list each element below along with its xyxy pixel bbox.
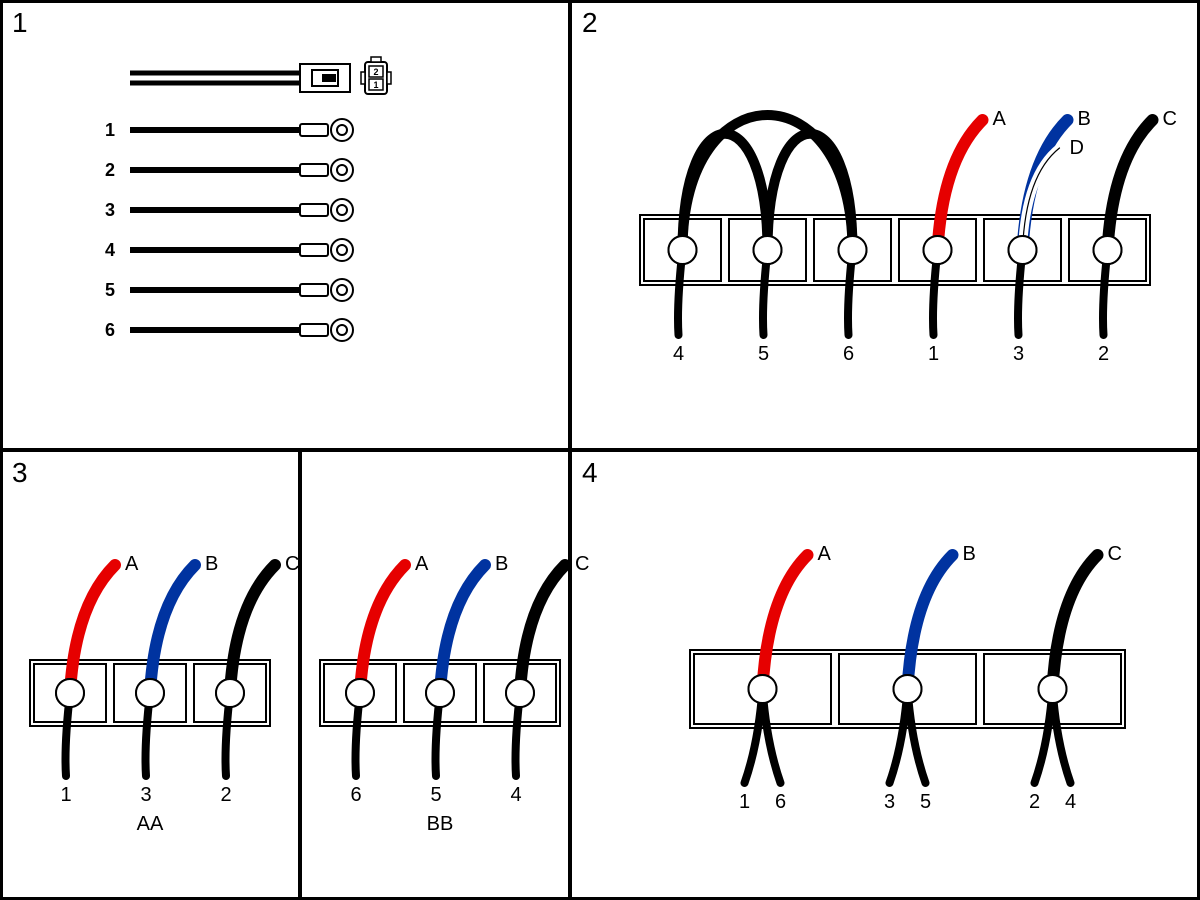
panel-3-num: 3 <box>12 457 28 488</box>
terminal-block: A B C 1 3 2 <box>30 553 299 806</box>
svg-text:1: 1 <box>373 80 378 90</box>
wire-label: B <box>1078 108 1091 130</box>
wire-num: 3 <box>1013 343 1024 365</box>
wire-num: 6 <box>350 784 361 806</box>
wire-num: 1 <box>739 791 750 813</box>
wire-label: A <box>993 108 1007 130</box>
wire-label: C <box>1163 108 1177 130</box>
wire-num: 5 <box>105 280 115 300</box>
wire-num: 5 <box>430 784 441 806</box>
wire-num: 3 <box>884 791 895 813</box>
wire-num: 1 <box>60 784 71 806</box>
wire-label: C <box>1108 543 1122 565</box>
wire-num: 4 <box>673 343 684 365</box>
wire-num: 2 <box>220 784 231 806</box>
wire-num: 4 <box>510 784 521 806</box>
wire-label: B <box>963 543 976 565</box>
wire-num: 4 <box>105 240 115 260</box>
wire-label: A <box>125 553 139 575</box>
wire-num: 1 <box>105 120 115 140</box>
wire-num: 5 <box>920 791 931 813</box>
wiring-diagram: 123421123456ABDC456132ABC132AAABC654BBAB… <box>0 0 1200 900</box>
wire-num: 1 <box>928 343 939 365</box>
wire-num: 4 <box>1065 791 1076 813</box>
wire-num: 2 <box>1098 343 1109 365</box>
wire-num: 6 <box>775 791 786 813</box>
wire-label: A <box>818 543 832 565</box>
panel-1: 2 1 1 2 3 4 5 6 <box>105 57 391 341</box>
panel-1-num: 1 <box>12 7 28 38</box>
panel-2-num: 2 <box>582 7 598 38</box>
wire-num: 3 <box>105 200 115 220</box>
wire-num: 2 <box>1029 791 1040 813</box>
panel-4: A B C 1 6 3 5 2 4 <box>690 543 1125 813</box>
wire-num: 2 <box>105 160 115 180</box>
panel-3: ABC132AAABC654BB <box>30 553 589 835</box>
wire-label: A <box>415 553 429 575</box>
wire-label: C <box>285 553 299 575</box>
wire-label: B <box>495 553 508 575</box>
terminal-block: A B C 6 5 4 <box>320 553 589 806</box>
terminal-block: A B C 1 6 3 5 2 4 <box>690 543 1125 813</box>
svg-text:2: 2 <box>373 67 378 77</box>
panel-2: A BD C 4 5 6 1 3 2 <box>640 108 1177 365</box>
terminal-block: A BD C 4 5 6 1 3 2 <box>640 108 1177 365</box>
wire-label: B <box>205 553 218 575</box>
wire-label: C <box>575 553 589 575</box>
wire-num: 6 <box>105 320 115 340</box>
wire-num: 6 <box>843 343 854 365</box>
panel-4-num: 4 <box>582 457 598 488</box>
wire-num: 5 <box>758 343 769 365</box>
wire-num: 3 <box>140 784 151 806</box>
group-label: BB <box>427 813 454 835</box>
wire-label: D <box>1070 137 1084 159</box>
group-label: AA <box>137 813 164 835</box>
